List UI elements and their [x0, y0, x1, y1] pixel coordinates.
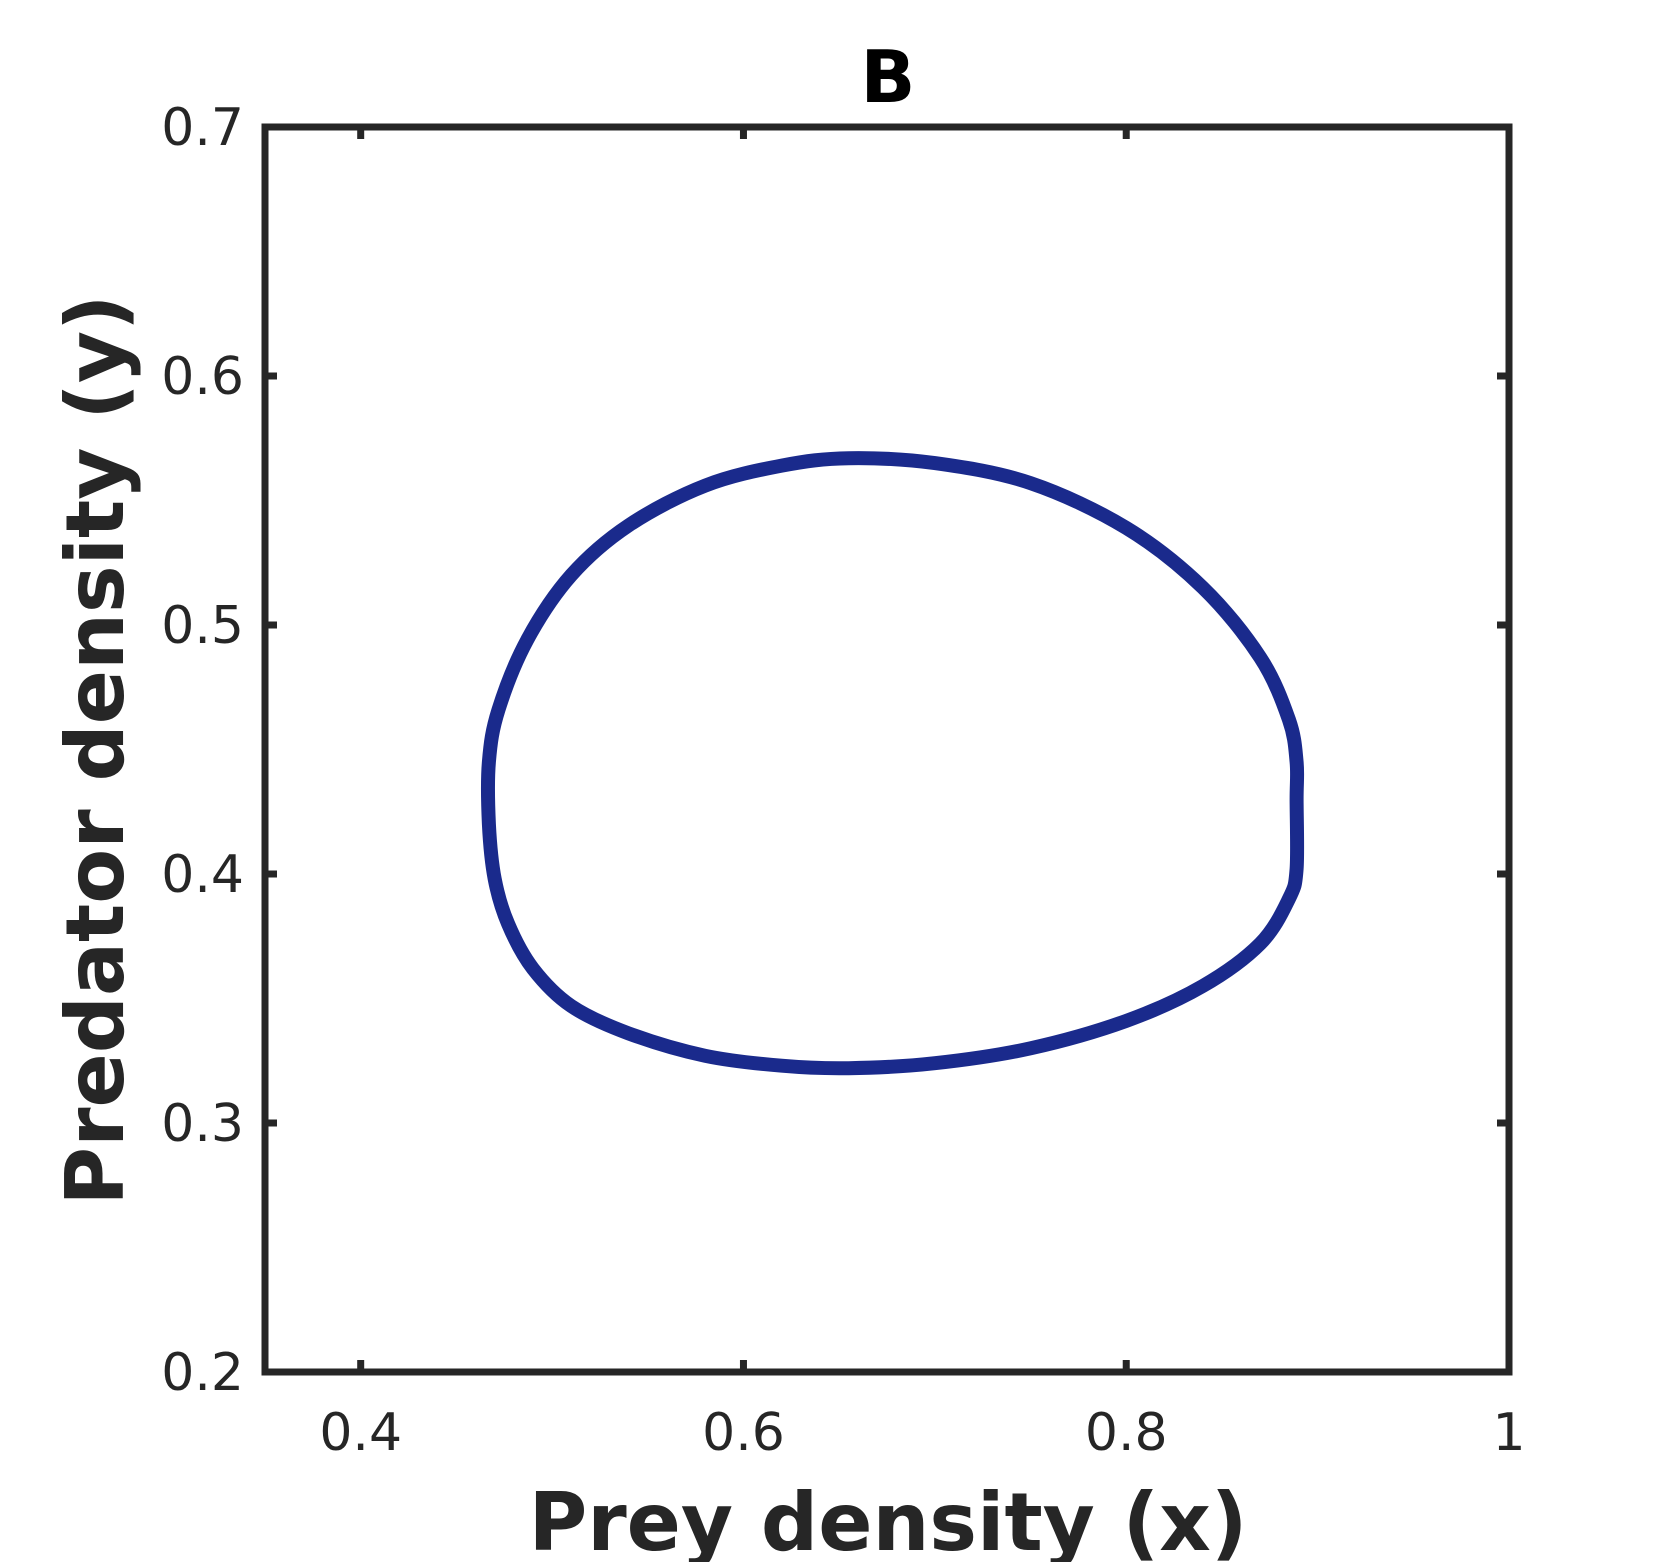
x-tick-label: 1 — [1492, 1403, 1525, 1463]
x-tick-label: 0.6 — [702, 1403, 785, 1463]
x-tick-label: 0.8 — [1085, 1403, 1168, 1463]
y-tick-label: 0.5 — [161, 596, 244, 656]
x-ticks: 0.4 0.6 0.8 1 — [319, 127, 1526, 1463]
x-tick-label: 0.4 — [319, 1403, 402, 1463]
y-ticks: 0.2 0.3 0.4 0.5 0.6 0.7 — [161, 98, 1509, 1403]
y-tick-label: 0.7 — [161, 98, 244, 158]
x-axis-label: Prey density (x) — [529, 1476, 1248, 1562]
plot-frame — [261, 123, 1513, 1376]
y-tick-label: 0.3 — [161, 1094, 244, 1154]
y-tick-label: 0.6 — [161, 347, 244, 407]
limit-cycle-line — [480, 451, 1305, 1076]
chart-title: B — [861, 35, 916, 119]
y-tick-label: 0.2 — [161, 1343, 244, 1403]
y-axis-label: Predator density (y) — [49, 294, 142, 1205]
y-tick-label: 0.4 — [161, 845, 244, 905]
series-layer — [480, 451, 1305, 1076]
